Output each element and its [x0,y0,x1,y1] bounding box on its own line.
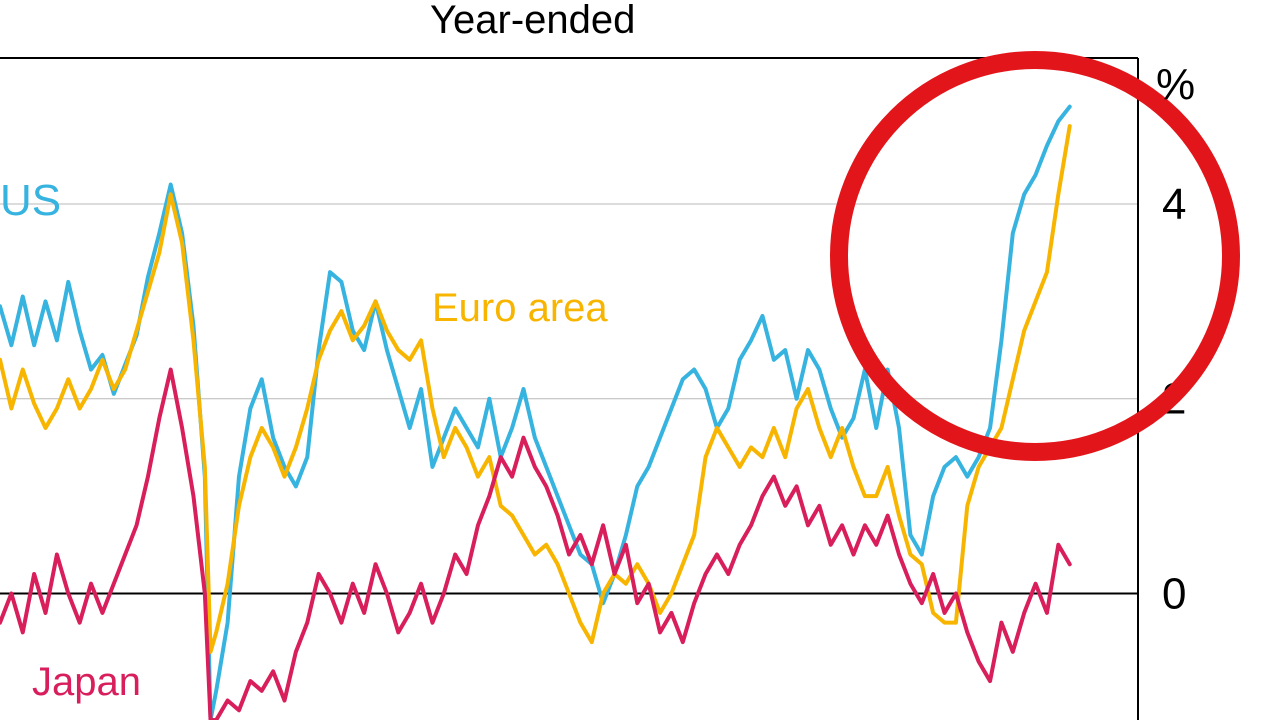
chart-container: Year-ended 024 % US Euro area Japan [0,0,1280,720]
highlight-circle [839,60,1231,452]
chart-svg: 024 [0,0,1280,720]
series-label-japan: Japan [32,660,141,705]
series-line-euro-area [0,126,1070,652]
series-label-euro-area: Euro area [432,286,608,331]
y-tick-label: 4 [1162,180,1186,229]
y-percent-label: % [1156,60,1195,110]
y-tick-label: 0 [1162,569,1186,618]
series-label-us: US [0,176,61,226]
